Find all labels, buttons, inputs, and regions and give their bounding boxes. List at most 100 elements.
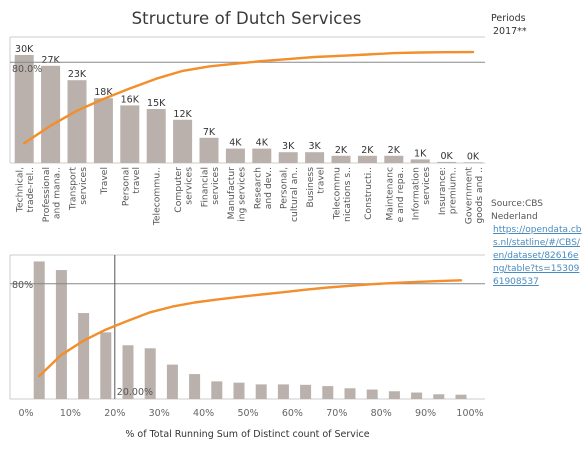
top-category-label: Transportservices [68,167,90,212]
top-bar [120,105,140,163]
top-category-label: Maintenance and repa.. [384,167,406,222]
top-category-label: Financialservices [200,167,222,207]
top-bar [384,155,404,163]
bottom-reference-label-vertical: 20.00% [117,387,153,398]
top-category-label-line: e and repa.. [395,167,406,222]
bottom-x-tick-label: 10% [60,408,81,419]
top-category-label-line: Personal, [279,167,290,209]
top-category-label-line: travel [316,167,327,194]
bottom-x-tick-label: 50% [237,408,258,419]
top-bar-value-label: 12K [173,109,192,120]
top-bar-value-label: 4K [256,138,269,149]
bottom-pareto-chart: 0% 10% 20% 30% 40% 50% 60% 70% 80% 90% 100% % of To… [9,254,485,440]
top-category-label: Travel [99,167,110,195]
top-category-label-line: Travel [99,167,110,195]
top-bar [357,155,377,163]
top-category-label-line: Telecommu [332,167,343,220]
top-bar [331,155,351,163]
top-category-label: Telecommu.. [152,167,163,226]
bottom-bar [55,270,67,399]
top-bar-value-label: 27K [41,55,60,66]
top-bar [67,80,87,163]
bottom-x-tick-label: 30% [149,408,170,419]
chart-title: Structure of Dutch Services [131,9,362,28]
bottom-reference-label-horizontal: 80% [12,280,33,291]
top-category-label: Researchand dev.. [252,167,274,209]
top-bar-value-label: 7K [203,127,216,138]
top-category-label: Telecommunications s.. [332,167,354,222]
top-bar-value-label: 2K [361,145,374,156]
bottom-bar [388,391,400,399]
source-link[interactable]: https://opendata.cbs.nl/statline/#/CBS/e… [493,225,582,287]
top-category-label: Technical,trade-rel.. [15,167,37,213]
bottom-x-tick-label: 20% [104,408,125,419]
top-category-label: Personal,cultural an.. [279,167,301,222]
top-category-label-line: Personal [120,167,131,206]
top-category-label-line: services [210,167,221,205]
top-category-label-line: Telecommu.. [152,167,163,226]
bottom-bar [411,392,423,399]
bottom-bar [100,332,112,399]
top-bar-value-label: 2K [388,145,401,156]
filter-value[interactable]: 2017** [493,26,527,37]
bottom-bar [300,384,312,399]
top-category-label-line: cultural an.. [289,167,300,222]
bottom-running-total-line [38,279,463,378]
top-category-label-line: Research [252,167,263,209]
top-running-total-line [23,50,475,145]
top-bar [41,65,61,163]
top-bar-value-label: 1K [414,148,427,159]
top-bar [173,119,193,163]
bottom-x-tick-label: 90% [415,408,436,419]
bottom-x-tick-label: 0% [18,408,33,419]
top-bar-value-label: 3K [282,141,295,152]
source-note: Source:CBS Nederland https://opendata.cb… [491,198,583,289]
bottom-bar [189,374,201,399]
bottom-x-tick-label: 60% [282,408,303,419]
top-category-label-line: Technical, [15,167,26,213]
top-category-label-line: Transport [68,167,79,212]
bottom-bar [78,313,90,399]
top-category-label-line: Constructi.. [363,167,374,220]
top-category-label-line: premium.. [448,167,459,214]
top-category-label-line: Maintenanc [384,167,395,221]
top-category-label-line: trade-rel.. [25,167,36,212]
top-category-label: Professionaland mana.. [41,167,63,222]
top-category-label-line: Manufactur [226,167,237,220]
top-bar-value-label: 3K [308,141,321,152]
bottom-bar [433,394,445,399]
top-category-label: Insurance:premium.. [437,167,459,215]
bottom-bar [322,386,334,399]
source-label: Source:CBS Nederland [491,199,543,222]
top-bar [252,148,272,163]
bottom-bar [344,388,356,399]
top-category-label-line: services [184,167,195,205]
top-bar-value-label: 0K [467,151,480,162]
top-category-label-line: Professional [41,167,52,222]
bottom-bar [233,382,245,399]
top-reference-label: 80.0% [12,64,42,75]
top-category-label-line: services [421,167,432,205]
bottom-bar [366,389,378,399]
bottom-bar [122,345,134,399]
top-bar [410,159,430,163]
top-bar-value-label: 4K [229,138,242,149]
bottom-x-tick-label: 80% [371,408,392,419]
bottom-bar [211,381,223,399]
top-category-label: Constructi.. [363,167,374,220]
top-category-label: Manufacturing services [226,167,248,222]
top-category-label: Computerservices [173,167,195,213]
top-bar [437,161,457,163]
bottom-bar [255,384,267,399]
top-bar-value-label: 16K [121,94,140,105]
top-category-label-line: Business [305,167,316,208]
top-category-label: Personaltravel [120,167,142,206]
bottom-x-tick-label: 70% [326,408,347,419]
top-category-label-line: Insurance: [437,167,448,215]
filter-title: Periods [491,13,526,24]
top-bar-value-label: 2K [335,145,348,156]
top-bar [305,152,325,163]
bottom-x-tick-label: 40% [193,408,214,419]
top-bar [146,109,166,163]
